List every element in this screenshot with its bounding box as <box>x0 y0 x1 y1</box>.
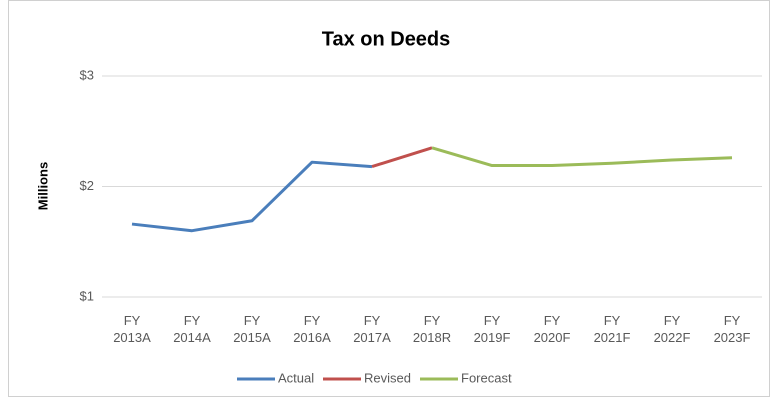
x-tick-label: FY 2022F <box>653 313 691 345</box>
legend-label: Revised <box>364 370 411 385</box>
y-tick-label: $2 <box>80 178 94 193</box>
x-tick-label: FY 2018R <box>412 313 452 345</box>
x-tick-label: FY 2015A <box>233 313 271 345</box>
y-tick-label: $3 <box>80 67 94 82</box>
x-tick-label: FY 2023F <box>713 313 751 345</box>
x-tick-label: FY 2019F <box>473 313 511 345</box>
chart-border <box>8 0 770 397</box>
series-line <box>431 146 733 168</box>
y-tick-label: $1 <box>80 288 94 303</box>
x-tick-label: FY 2021F <box>593 313 631 345</box>
x-tick-label: FY 2016A <box>293 313 331 345</box>
x-tick-label: FY 2017A <box>353 313 391 345</box>
series-line <box>371 146 433 169</box>
legend-label: Forecast <box>461 370 512 385</box>
legend-label: Actual <box>278 370 314 385</box>
chart-title: Tax on Deeds <box>322 28 451 50</box>
series-line <box>131 160 373 233</box>
x-tick-label: FY 2013A <box>113 313 151 345</box>
y-axis-label: Millions <box>35 162 50 210</box>
x-tick-label: FY 2020F <box>533 313 571 345</box>
x-tick-label: FY 2014A <box>173 313 211 345</box>
